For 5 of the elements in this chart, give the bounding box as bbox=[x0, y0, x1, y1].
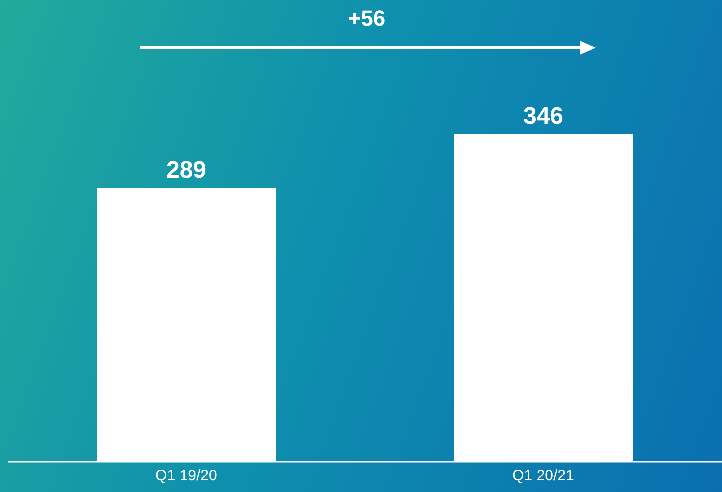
x-tick-label: Q1 19/20 bbox=[156, 468, 218, 485]
data-label: 346 bbox=[523, 103, 564, 130]
x-tick-label: Q1 20/21 bbox=[512, 468, 574, 485]
text: +56 bbox=[347, 6, 387, 32]
data-label: 289 bbox=[166, 157, 207, 184]
